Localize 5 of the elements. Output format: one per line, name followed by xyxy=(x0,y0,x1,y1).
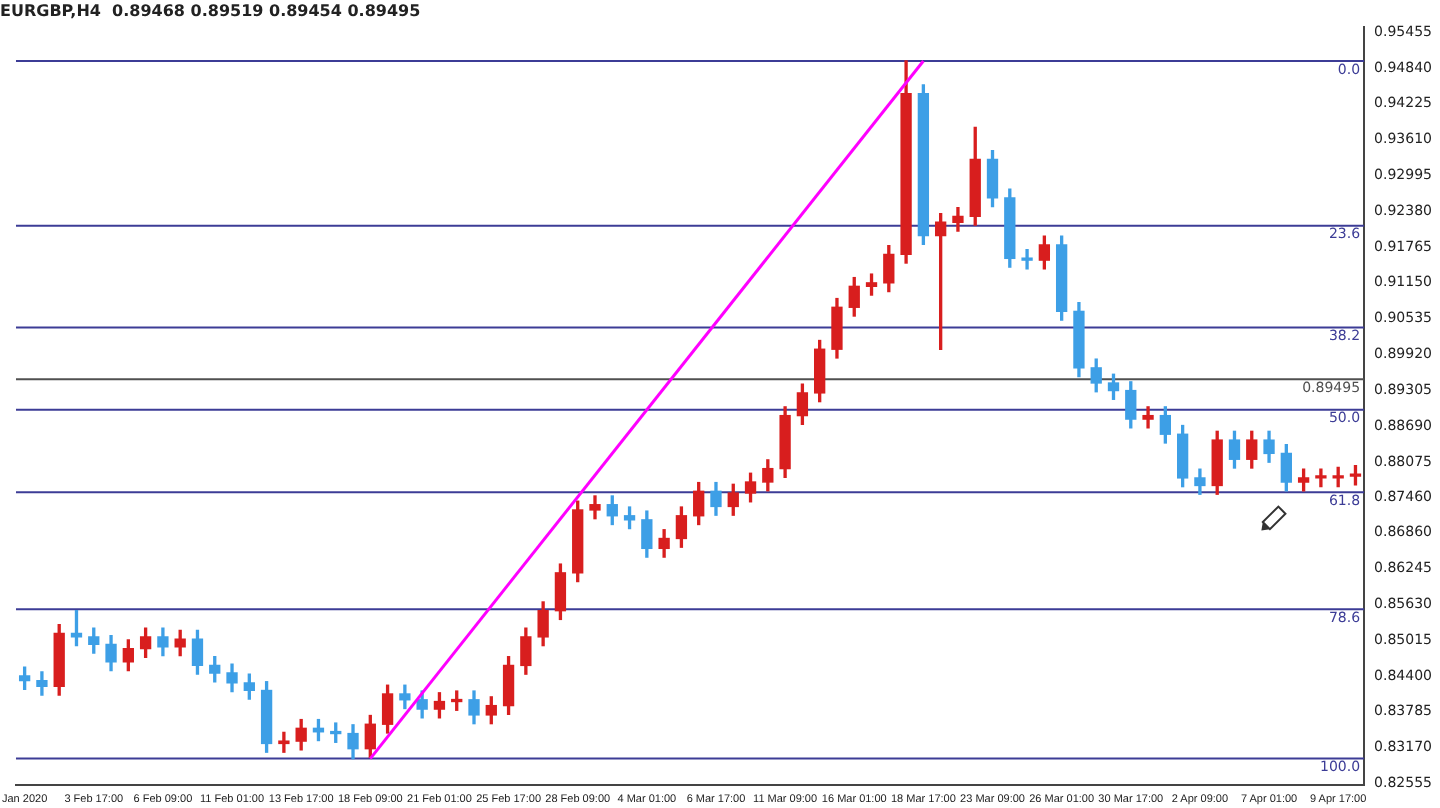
candlestick xyxy=(1315,468,1327,488)
candlestick xyxy=(278,731,290,753)
candlestick xyxy=(1142,406,1154,429)
candlestick xyxy=(1021,248,1033,270)
chart-title: EURGBP,H4 0.89468 0.89519 0.89454 0.89495 xyxy=(0,1,422,20)
